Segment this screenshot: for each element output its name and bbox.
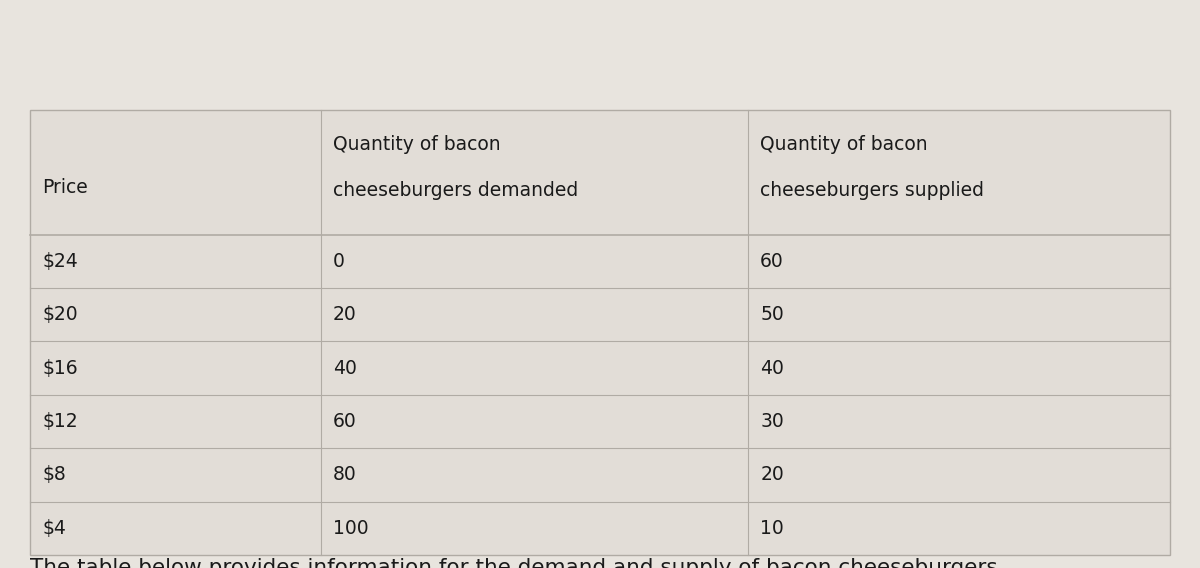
Text: 100: 100 (332, 519, 368, 538)
Text: 60: 60 (332, 412, 356, 431)
Text: 20: 20 (761, 465, 784, 485)
Text: $24: $24 (42, 252, 78, 271)
Text: Quantity of bacon: Quantity of bacon (761, 135, 928, 154)
Text: 80: 80 (332, 465, 356, 485)
Text: Quantity of bacon: Quantity of bacon (332, 135, 500, 154)
Text: $16: $16 (42, 358, 78, 378)
Text: 20: 20 (332, 305, 356, 324)
Text: 60: 60 (761, 252, 784, 271)
Text: $12: $12 (42, 412, 78, 431)
Text: 30: 30 (761, 412, 784, 431)
Text: 0: 0 (332, 252, 344, 271)
Text: The table below provides information for the demand and supply of bacon cheesebu: The table below provides information for… (30, 558, 1004, 568)
Text: Price: Price (42, 178, 88, 197)
Text: cheeseburgers supplied: cheeseburgers supplied (761, 182, 984, 201)
Text: 40: 40 (332, 358, 356, 378)
Text: 50: 50 (761, 305, 784, 324)
Text: $20: $20 (42, 305, 78, 324)
Text: cheeseburgers demanded: cheeseburgers demanded (332, 182, 578, 201)
Text: $4: $4 (42, 519, 66, 538)
Text: $8: $8 (42, 465, 66, 485)
Text: 40: 40 (761, 358, 784, 378)
Text: 10: 10 (761, 519, 784, 538)
Bar (30, 110, 1170, 555)
